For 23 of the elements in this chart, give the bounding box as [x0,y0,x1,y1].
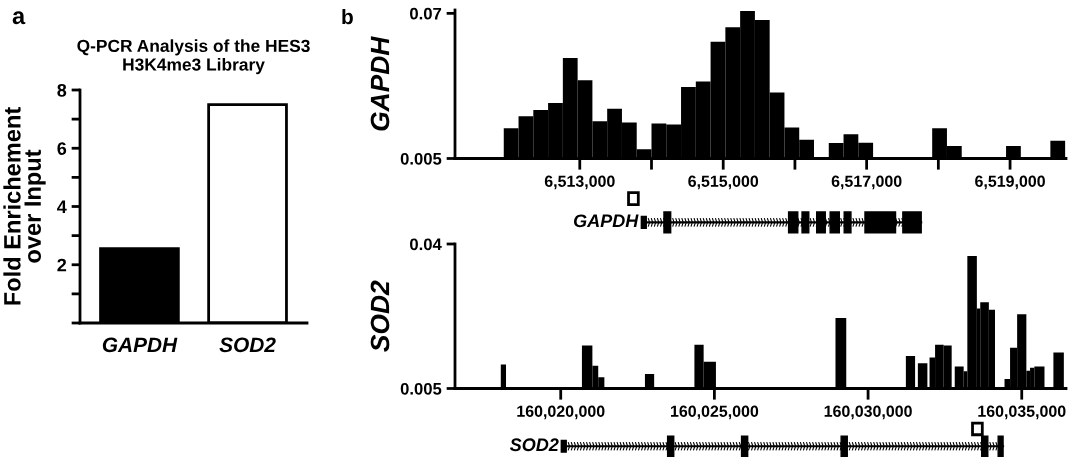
y-tick-label: 0.005 [400,382,442,395]
x-tick-label: 6,513,000 [544,175,615,190]
text: a [12,11,26,25]
x-tick-label: 160,020,000 [517,405,605,420]
y-tick-label: 0.07 [410,7,442,20]
y-tick-label: 4 [57,200,67,214]
x-tick-label: 6,517,000 [831,175,902,190]
x-tick-label: 6,519,000 [975,175,1045,190]
y-tick-label: 2 [57,258,67,272]
text: SOD2 [509,438,559,452]
x-tick-label: 160,025,000 [671,405,759,420]
text: GAPDH [573,214,639,228]
y-axis-title: Fold Enrichement over Input [3,107,46,305]
y-tick-label: 8 [57,83,67,97]
y-tick-label: 0.005 [400,152,442,165]
y-tick-label: 0.04 [410,238,442,251]
y-tick-label: 6 [57,142,67,155]
chart-title: Q-PCR Analysis of the HES3 H3K4me3 Library [77,39,310,75]
x-tick-label: 6,515,000 [688,175,759,190]
x-tick-label: 160,035,000 [978,405,1066,420]
x-tick-label: 160,030,000 [824,405,912,420]
text: b [342,8,353,25]
y-axis-title: GAPDH [370,36,390,131]
